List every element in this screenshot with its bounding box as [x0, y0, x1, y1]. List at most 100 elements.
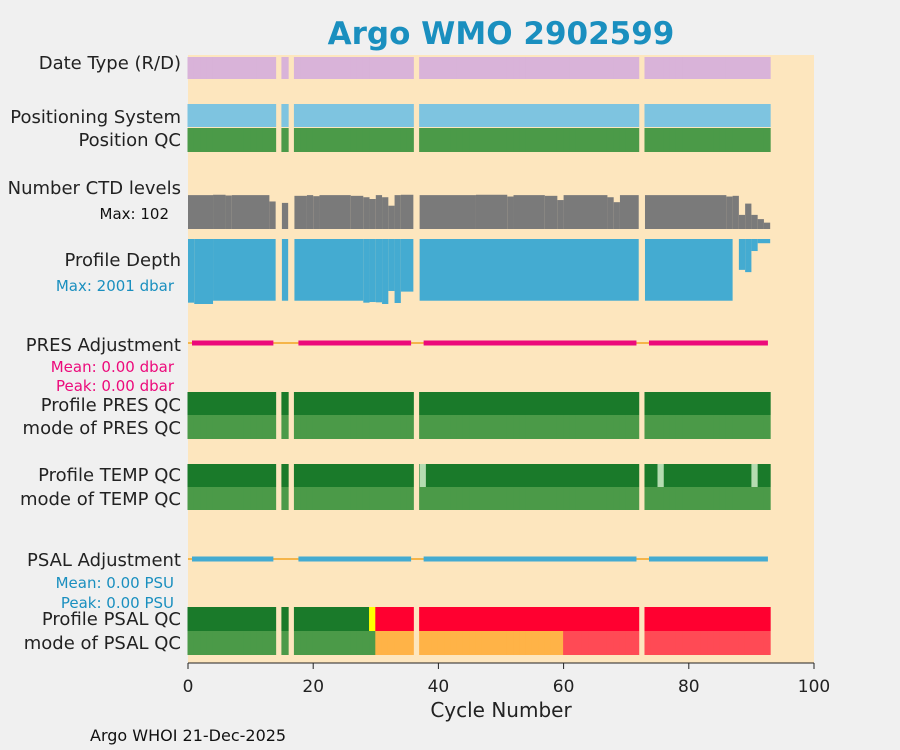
profile-pres-qc-bar-24 [337, 392, 345, 415]
profile-temp-qc-bar-6 [225, 464, 233, 487]
mode-psal-qc-bar-87 [732, 631, 740, 655]
profile-pres-qc-bar-31 [381, 392, 389, 415]
mode-psal-qc-bar-60 [563, 631, 571, 655]
profile-temp-qc-bar-29 [369, 464, 377, 487]
positioning-system-bar-62 [575, 104, 583, 127]
mode-psal-qc-label: mode of PSAL QC [24, 633, 181, 654]
mode-pres-qc-bar-70 [625, 415, 633, 439]
position-qc-bar-15 [281, 128, 289, 152]
date-type-bar-17 [293, 57, 302, 79]
profile-psal-qc-bar-54 [525, 607, 533, 631]
profile-pres-qc-bar-67 [606, 392, 615, 415]
mode-temp-qc-bar-28 [362, 487, 371, 510]
ctd-level-bar [745, 203, 752, 229]
positioning-system-bar-82 [700, 104, 709, 127]
mode-temp-qc-bar-90 [750, 487, 759, 510]
date-type-bar-82 [700, 57, 709, 79]
mode-pres-qc-bar-26 [350, 415, 358, 439]
mode-temp-qc-bar-78 [675, 487, 684, 510]
positioning-system-bar-23 [331, 104, 339, 127]
profile-pres-qc-bar-50 [500, 392, 508, 415]
profile-pres-qc-bar-35 [406, 392, 414, 415]
position-qc-bar-61 [569, 128, 577, 152]
mode-pres-qc-bar-76 [663, 415, 671, 439]
date-type-bar-92 [763, 57, 771, 79]
profile-psal-qc-bar-74 [650, 607, 658, 631]
mode-pres-qc-bar-38 [425, 415, 433, 439]
profile-temp-qc-label: Profile TEMP QC [38, 465, 181, 486]
mode-psal-qc-bar-81 [694, 631, 702, 655]
positioning-system-bar-28 [362, 104, 371, 127]
date-type-bar-4 [212, 57, 220, 79]
mode-psal-qc-bar-42 [450, 631, 458, 655]
ctd-level-bar [388, 205, 395, 229]
profile-depth-bar [188, 239, 195, 303]
ctd-level-bar [394, 195, 401, 229]
mode-pres-qc-bar-18 [300, 415, 308, 439]
mode-psal-qc-bar-82 [700, 631, 709, 655]
mode-temp-qc-bar-8 [237, 487, 245, 510]
ctd-level-bar [619, 195, 639, 229]
ctd-level-bar [363, 197, 370, 229]
mode-temp-qc-bar-19 [306, 487, 314, 510]
mode-pres-qc-bar-88 [738, 415, 746, 439]
mode-temp-qc-bar-13 [268, 487, 277, 510]
position-qc-bar-60 [563, 128, 571, 152]
positioning-system-bar-80 [688, 104, 696, 127]
profile-temp-qc-bar-69 [619, 464, 627, 487]
position-qc-bar-26 [350, 128, 358, 152]
depth-max-label: Max: 2001 dbar [56, 277, 175, 295]
profile-pres-qc-bar-5 [218, 392, 227, 415]
mode-temp-qc-bar-81 [694, 487, 702, 510]
profile-psal-qc-bar-15 [281, 607, 289, 631]
profile-depth-bar [382, 239, 389, 304]
profile-temp-qc-bar-89 [744, 464, 752, 487]
position-qc-bar-44 [462, 128, 471, 152]
mode-temp-qc-bar-54 [525, 487, 533, 510]
mode-temp-qc-bar-44 [462, 487, 471, 510]
profile-psal-qc-bar-71 [631, 607, 640, 631]
date-type-bar-27 [356, 57, 364, 79]
date-type-bar-1 [193, 57, 202, 79]
date-type-bar-85 [719, 57, 727, 79]
mode-pres-qc-bar-80 [688, 415, 696, 439]
date-type-bar-15 [281, 57, 289, 79]
positioning-system-bar-64 [588, 104, 596, 127]
profile-pres-qc-bar-25 [344, 392, 352, 415]
profile-temp-qc-bar-58 [550, 464, 558, 487]
date-type-bar-84 [713, 57, 721, 79]
profile-pres-qc-bar-37 [419, 392, 427, 415]
profile-temp-qc-bar-5 [218, 464, 227, 487]
mode-psal-qc-bar-7 [231, 631, 239, 655]
positioning-system-bar-38 [425, 104, 433, 127]
mode-pres-qc-bar-0 [187, 415, 195, 439]
mode-psal-qc-bar-24 [337, 631, 345, 655]
positioning-system-bar-75 [657, 104, 665, 127]
positioning-system-bar-70 [625, 104, 633, 127]
mode-temp-qc-bar-23 [331, 487, 339, 510]
date-type-bar-35 [406, 57, 414, 79]
plot-background [188, 55, 814, 663]
profile-psal-qc-bar-90 [750, 607, 759, 631]
date-type-bar-61 [569, 57, 577, 79]
mode-psal-qc-bar-35 [406, 631, 414, 655]
date-type-bar-34 [400, 57, 408, 79]
position-qc-bar-73 [644, 128, 652, 152]
date-type-bar-51 [506, 57, 515, 79]
positioning-system-bar-26 [350, 104, 358, 127]
mode-temp-qc-bar-51 [506, 487, 515, 510]
ctd-level-bar [269, 201, 276, 229]
date-type-bar-41 [444, 57, 452, 79]
positioning-system-bar-86 [725, 104, 734, 127]
position-qc-bar-85 [719, 128, 727, 152]
profile-pres-qc-bar-12 [262, 392, 270, 415]
ctd-level-bar [382, 197, 389, 229]
profile-pres-qc-bar-63 [581, 392, 590, 415]
profile-psal-qc-bar-89 [744, 607, 752, 631]
positioning-system-bar-54 [525, 104, 533, 127]
mode-psal-qc-bar-4 [212, 631, 220, 655]
mode-psal-qc-bar-92 [763, 631, 771, 655]
date-type-bar-12 [262, 57, 270, 79]
profile-pres-qc-bar-91 [757, 392, 765, 415]
mode-psal-qc-bar-32 [387, 631, 396, 655]
